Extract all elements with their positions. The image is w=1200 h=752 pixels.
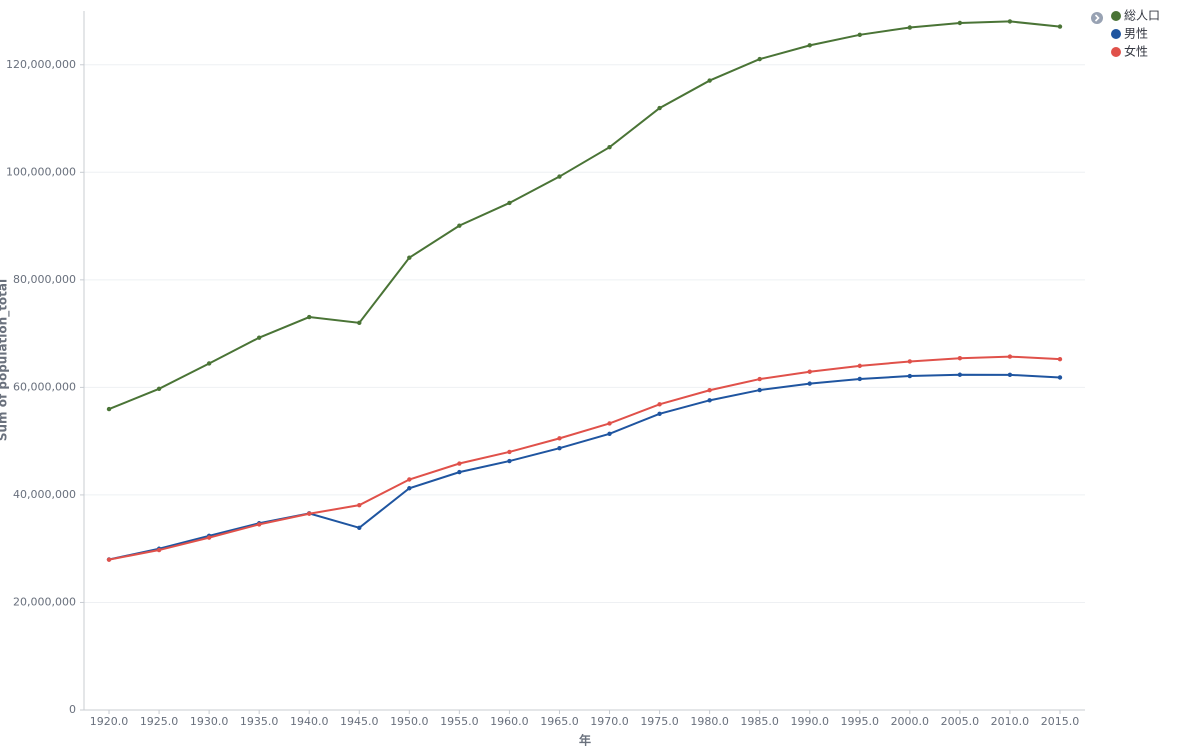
data-point <box>707 398 712 403</box>
legend-label: 男性 <box>1124 27 1148 41</box>
data-point <box>907 25 913 30</box>
data-point <box>757 387 762 393</box>
x-tick-label: 1950.0 <box>390 715 429 728</box>
data-point <box>407 486 412 491</box>
data-point <box>807 381 812 386</box>
y-tick-label: 100,000,000 <box>6 165 76 178</box>
x-tick-label: 2005.0 <box>941 715 980 728</box>
data-point <box>657 105 662 111</box>
x-tick-label: 1920.0 <box>90 715 129 728</box>
x-axis-label: 年 <box>579 733 591 748</box>
x-tick-label: 2015.0 <box>1041 715 1080 728</box>
data-point <box>907 359 913 364</box>
data-point <box>357 502 362 508</box>
data-point <box>357 525 362 530</box>
data-point <box>557 445 562 451</box>
series-line <box>108 355 1061 561</box>
legend-swatch <box>1111 29 1121 39</box>
data-point <box>357 320 362 326</box>
data-point <box>857 363 862 369</box>
data-point <box>407 477 412 482</box>
data-point <box>707 78 712 83</box>
legend-toggle[interactable] <box>1091 12 1103 24</box>
data-point <box>707 388 712 393</box>
x-tick-label: 1925.0 <box>140 715 179 728</box>
data-point <box>907 373 913 379</box>
data-point <box>1007 372 1013 378</box>
y-axis-label: Sum of population_total <box>0 279 11 441</box>
data-point <box>557 436 562 441</box>
legend-swatch <box>1111 47 1121 57</box>
data-point <box>457 461 462 466</box>
x-tick-label: 1945.0 <box>340 715 379 728</box>
data-point <box>156 547 162 553</box>
data-point <box>857 376 862 382</box>
x-tick-label: 1995.0 <box>841 715 880 728</box>
y-tick-label: 40,000,000 <box>13 488 76 501</box>
series-line <box>108 20 1061 411</box>
data-point <box>457 223 462 228</box>
x-tick-label: 1955.0 <box>440 715 479 728</box>
data-point <box>607 144 612 150</box>
data-point <box>1057 375 1063 380</box>
data-point <box>1057 356 1063 362</box>
x-tick-label: 2010.0 <box>991 715 1030 728</box>
y-tick-label: 60,000,000 <box>13 380 76 393</box>
data-point <box>307 314 312 320</box>
x-tick-label: 1965.0 <box>540 715 579 728</box>
data-point <box>957 20 963 26</box>
series-line <box>108 373 1061 561</box>
x-tick-label: 1930.0 <box>190 715 229 728</box>
data-point <box>657 402 662 407</box>
x-tick-label: 1975.0 <box>640 715 679 728</box>
data-point <box>206 361 212 366</box>
y-tick-label: 80,000,000 <box>13 273 76 286</box>
data-point <box>757 56 762 62</box>
data-point <box>307 511 312 516</box>
legend-label: 総人口 <box>1124 9 1160 23</box>
data-point <box>957 356 963 361</box>
data-point <box>206 535 212 540</box>
x-tick-label: 1990.0 <box>790 715 829 728</box>
x-tick-label: 1940.0 <box>290 715 329 728</box>
y-tick-label: 0 <box>69 703 76 716</box>
data-point <box>807 43 812 48</box>
data-point <box>757 376 762 382</box>
x-tick-label: 1980.0 <box>690 715 729 728</box>
y-tick-label: 120,000,000 <box>6 58 76 71</box>
data-point <box>657 411 662 416</box>
data-point <box>106 557 112 562</box>
data-point <box>106 406 112 412</box>
data-point <box>407 255 412 260</box>
y-tick-label: 20,000,000 <box>13 595 76 608</box>
data-point <box>507 458 512 464</box>
data-point <box>957 372 963 377</box>
legend-label: 女性 <box>1124 44 1148 59</box>
data-point <box>607 431 612 436</box>
x-tick-label: 1960.0 <box>490 715 529 728</box>
data-point <box>256 335 262 340</box>
legend-swatch <box>1111 11 1121 21</box>
data-point <box>507 200 512 206</box>
x-tick-label: 1970.0 <box>590 715 629 728</box>
x-tick-label: 1935.0 <box>240 715 279 728</box>
data-point <box>156 386 162 391</box>
data-point <box>807 369 812 374</box>
data-point <box>507 449 512 455</box>
x-tick-label: 1985.0 <box>740 715 779 728</box>
data-point <box>607 421 612 426</box>
data-point <box>857 32 862 38</box>
data-point <box>1007 354 1013 359</box>
data-point <box>457 469 462 475</box>
x-tick-label: 2000.0 <box>891 715 930 728</box>
data-point <box>557 174 562 179</box>
data-point <box>1057 24 1063 29</box>
data-point <box>1007 19 1013 24</box>
data-point <box>256 522 262 527</box>
